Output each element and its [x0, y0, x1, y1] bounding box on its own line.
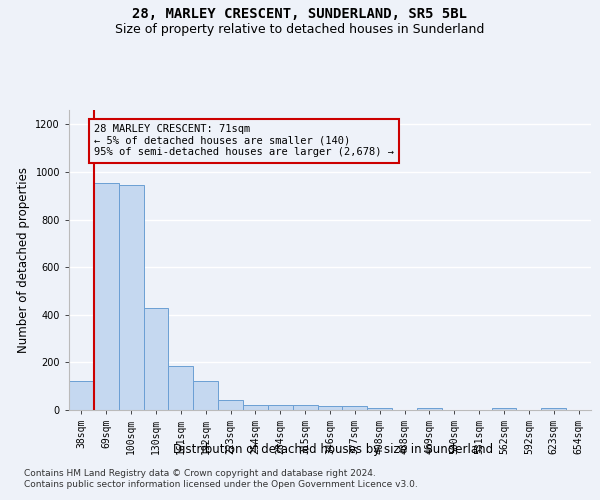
Bar [119, 185, 143, 410]
Bar [169, 366, 193, 410]
Text: 28, MARLEY CRESCENT, SUNDERLAND, SR5 5BL: 28, MARLEY CRESCENT, SUNDERLAND, SR5 5BL [133, 8, 467, 22]
Bar [193, 382, 218, 410]
Bar [243, 405, 268, 410]
Bar [268, 405, 293, 410]
Bar [94, 182, 119, 410]
Text: Distribution of detached houses by size in Sunderland: Distribution of detached houses by size … [173, 442, 493, 456]
Bar [541, 408, 566, 410]
Y-axis label: Number of detached properties: Number of detached properties [17, 167, 30, 353]
Bar [69, 382, 94, 410]
Bar [491, 408, 517, 410]
Bar [143, 308, 169, 410]
Bar [293, 405, 317, 410]
Bar [417, 408, 442, 410]
Text: Contains public sector information licensed under the Open Government Licence v3: Contains public sector information licen… [24, 480, 418, 489]
Text: Contains HM Land Registry data © Crown copyright and database right 2024.: Contains HM Land Registry data © Crown c… [24, 468, 376, 477]
Bar [218, 400, 243, 410]
Bar [317, 406, 343, 410]
Bar [343, 406, 367, 410]
Text: 28 MARLEY CRESCENT: 71sqm
← 5% of detached houses are smaller (140)
95% of semi-: 28 MARLEY CRESCENT: 71sqm ← 5% of detach… [94, 124, 394, 158]
Bar [367, 408, 392, 410]
Text: Size of property relative to detached houses in Sunderland: Size of property relative to detached ho… [115, 22, 485, 36]
